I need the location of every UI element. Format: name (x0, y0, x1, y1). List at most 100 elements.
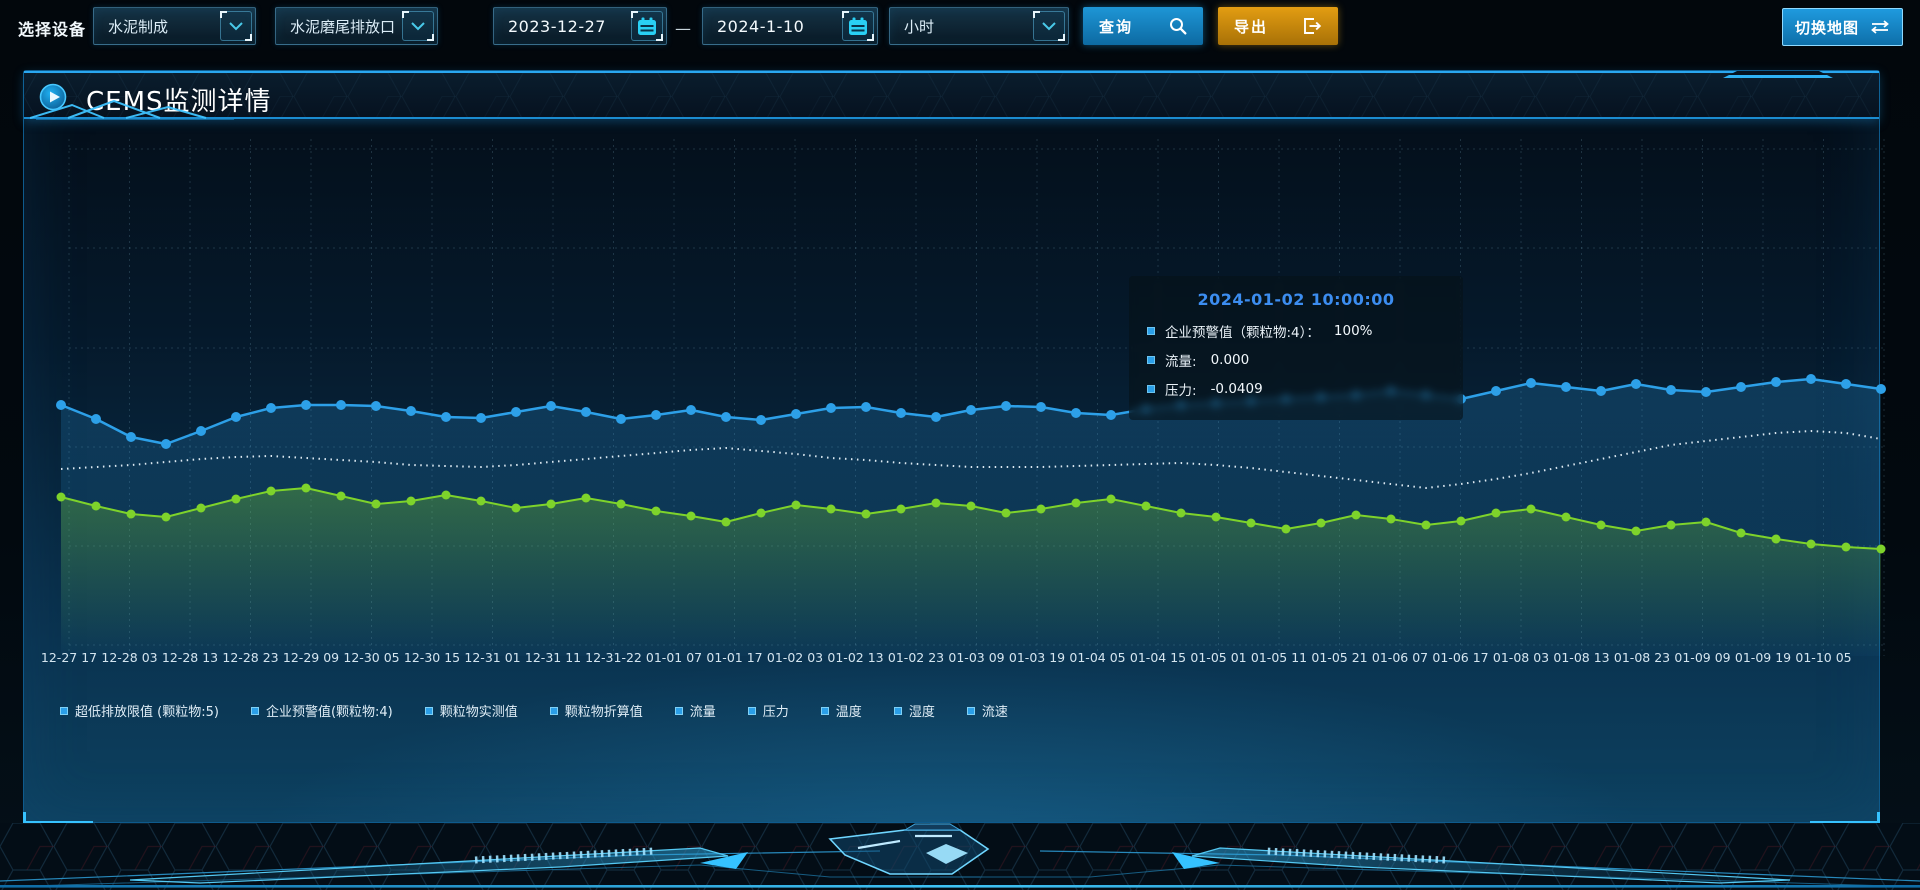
panel-corner-accent (1810, 812, 1880, 824)
legend-marker-icon (747, 706, 756, 715)
chevron-down-icon (220, 11, 252, 41)
calendar-icon (631, 11, 663, 41)
hex-pattern (24, 73, 1879, 117)
x-axis-label: 12-31 11 (524, 650, 582, 665)
start-date-value: 2023-12-27 (508, 16, 606, 36)
end-date-value: 2024-1-10 (717, 16, 805, 36)
panel-corner-accent (23, 812, 93, 824)
legend-item-3[interactable]: 颗粒物折算值 (549, 701, 643, 720)
end-date-input[interactable]: 2024-1-10 (702, 7, 878, 45)
series-area-2 (61, 488, 1881, 656)
legend-item-6[interactable]: 温度 (820, 701, 862, 720)
x-axis-label: 01-03 19 (1008, 650, 1066, 665)
footer-decoration (0, 823, 1920, 890)
x-axis-label: 12-28 13 (161, 650, 219, 665)
legend-label: 超低排放限值 (颗粒物:5) (75, 705, 219, 720)
cems-panel: CEMS监测详情 12-27 17 12-28 03 12-28 13 12-28 2… (23, 70, 1886, 824)
tooltip-row: 企业预警值（颗粒物:4）： 100% (1147, 321, 1445, 341)
x-axis-label: 01-04 05 (1069, 650, 1126, 665)
legend-marker-icon (893, 706, 902, 715)
x-axis-label: 12-28 23 (222, 650, 279, 665)
series-markers-2[interactable] (56, 483, 1886, 554)
device-group-value: 水泥制成 (108, 17, 169, 36)
legend-marker-icon (820, 706, 829, 715)
outlet-select[interactable]: 水泥磨尾排放口 (275, 7, 438, 45)
export-button[interactable]: 导出 (1218, 7, 1338, 45)
legend-marker-icon (674, 706, 683, 715)
toolbar: 选择设备 水泥制成 水泥磨尾排放口 2023-12-27 (0, 0, 1920, 54)
x-axis-label: 12-29 09 (282, 650, 340, 665)
x-axis-label: 12-30 15 (403, 650, 461, 665)
x-axis-label: 01-02 13 (827, 650, 884, 665)
legend-marker-icon (424, 706, 433, 715)
legend-item-7[interactable]: 湿度 (893, 701, 935, 720)
x-axis-labels: 12-27 17 12-28 03 12-28 13 12-28 23 12-29 09… (41, 650, 1886, 668)
x-axis-label: 01-05 21 (1311, 650, 1368, 665)
tooltip-label: 压力: (1165, 383, 1197, 399)
legend-item-8[interactable]: 流速 (966, 701, 1008, 720)
outlet-value: 水泥磨尾排放口 (290, 17, 396, 36)
x-axis-label: 01-10 05 (1795, 650, 1852, 665)
export-button-label: 导出 (1234, 18, 1269, 36)
interval-select[interactable]: 小时 (889, 7, 1069, 45)
switch-map-label: 切换地图 (1795, 19, 1860, 37)
legend-label: 温度 (835, 705, 862, 720)
tooltip-label: 流量: (1165, 354, 1197, 370)
legend-item-1[interactable]: 企业预警值(颗粒物:4) (250, 701, 393, 720)
switch-map-button[interactable]: 切换地图 (1782, 8, 1903, 46)
legend-label: 企业预警值(颗粒物:4) (265, 705, 393, 720)
swap-arrows-icon (1871, 20, 1889, 34)
panel-header: CEMS监测详情 (24, 71, 1879, 120)
legend-label: 流量 (689, 705, 716, 720)
chart-tooltip: 2024-01-02 10:00:00 企业预警值（颗粒物:4）： 100% 流… (1129, 276, 1463, 420)
x-axis-label: 01-02 23 (887, 650, 945, 665)
query-button-label: 查询 (1099, 18, 1134, 36)
legend-label: 流速 (981, 705, 1008, 720)
legend-label: 湿度 (908, 705, 935, 720)
legend-item-2[interactable]: 颗粒物实测值 (424, 701, 518, 720)
series-marker-icon (1147, 327, 1155, 335)
legend-marker-icon (250, 706, 259, 715)
x-axis-label: 01-09 09 (1674, 650, 1731, 665)
query-button[interactable]: 查询 (1083, 7, 1203, 45)
legend-item-4[interactable]: 流量 (674, 701, 716, 720)
line-chart-canvas[interactable] (56, 121, 1886, 656)
chevron-down-icon (1033, 11, 1065, 41)
series-marker-icon (1147, 356, 1155, 364)
start-date-input[interactable]: 2023-12-27 (493, 7, 667, 45)
x-axis-label: 01-08 03 (1492, 650, 1550, 665)
x-axis-label: 01-05 11 (1250, 650, 1308, 665)
x-axis-label: 01-08 23 (1613, 650, 1671, 665)
play-icon (39, 83, 67, 111)
x-axis-label: 01-01 07 (645, 650, 703, 665)
x-axis-label: 01-08 13 (1553, 650, 1610, 665)
legend-marker-icon (60, 706, 68, 715)
device-select-label: 选择设备 (18, 20, 87, 39)
tooltip-row: 压力: -0.0409 (1147, 379, 1445, 399)
search-icon (1170, 18, 1187, 35)
device-group-select[interactable]: 水泥制成 (93, 7, 256, 45)
legend-marker-icon (966, 706, 975, 715)
legend-item-5[interactable]: 压力 (747, 701, 789, 720)
tooltip-value: 100% (1333, 323, 1373, 339)
x-axis-label: 01-02 03 (766, 650, 824, 665)
export-icon (1304, 18, 1322, 34)
legend-item-0[interactable]: 超低排放限值 (颗粒物:5) (60, 701, 219, 720)
x-axis-label: 12-31-22 (585, 650, 642, 665)
legend-label: 压力 (762, 705, 789, 720)
interval-value: 小时 (904, 17, 935, 36)
x-axis-label: 01-09 19 (1734, 650, 1792, 665)
x-axis-label: 01-03 09 (948, 650, 1005, 665)
x-axis-label: 01-01 17 (706, 650, 763, 665)
x-axis-label: 12-28 03 (101, 650, 158, 665)
footer-center-emblem (828, 823, 990, 875)
tooltip-value: 0.000 (1210, 352, 1250, 368)
x-axis-label: 01-06 17 (1432, 650, 1489, 665)
header-notch-decoration (1723, 71, 1833, 78)
ridge-decoration (30, 99, 234, 120)
calendar-icon (842, 11, 874, 41)
legend-label: 颗粒物折算值 (564, 705, 643, 720)
tooltip-row: 流量: 0.000 (1147, 350, 1445, 370)
chart-area[interactable] (56, 121, 1886, 656)
